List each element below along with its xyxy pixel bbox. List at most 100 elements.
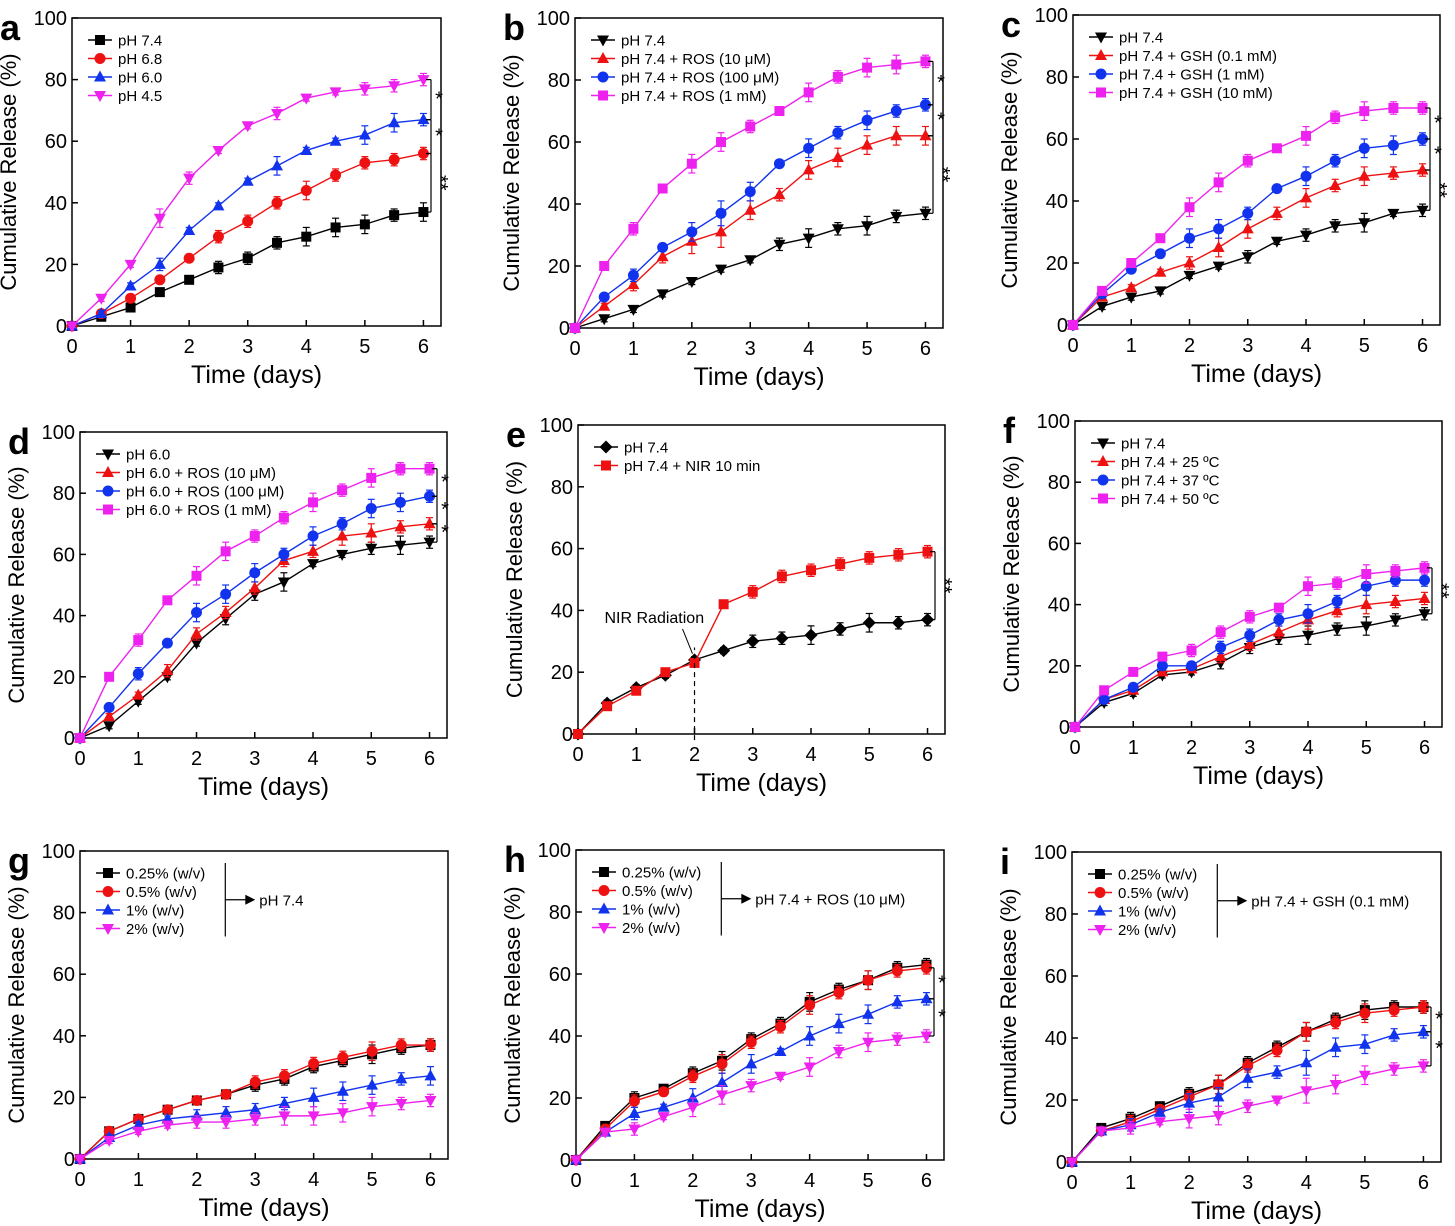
data-point: [124, 259, 137, 271]
data-point: [686, 1091, 699, 1103]
y-tick-label: 80: [1048, 472, 1070, 494]
data-point: [686, 226, 698, 238]
data-point: [1418, 609, 1431, 621]
x-tick-label: 2: [191, 748, 202, 770]
significance-bracket: **: [1425, 169, 1450, 211]
legend-marker: [598, 923, 610, 934]
legend-marker: [598, 902, 610, 914]
data-point: [862, 62, 873, 73]
data-point: [1241, 252, 1254, 264]
data-point: [1183, 270, 1196, 282]
data-point: [417, 148, 429, 160]
legend-marker: [95, 35, 105, 45]
legend-marker: [597, 52, 609, 63]
panel-letter: d: [8, 421, 30, 462]
data-point: [388, 154, 400, 166]
y-tick-label: 80: [549, 902, 571, 924]
series-3: [74, 1093, 437, 1166]
data-point: [213, 262, 224, 273]
data-point: [890, 129, 903, 141]
legend-marker: [94, 53, 106, 64]
data-point: [307, 530, 319, 542]
data-point: [103, 1136, 116, 1148]
data-point: [570, 323, 580, 333]
legend-label: 1% (w/v): [622, 902, 680, 919]
legend-marker: [1097, 474, 1109, 486]
data-point: [920, 1031, 933, 1043]
legend-group-label: pH 7.4: [259, 892, 303, 909]
data-point: [1184, 232, 1196, 244]
legend-marker: [1095, 68, 1107, 80]
significance-label: *: [435, 89, 443, 111]
data-point: [803, 142, 815, 154]
significance-bracket: *: [432, 522, 449, 544]
x-tick-label: 4: [1302, 737, 1313, 759]
data-point: [300, 184, 312, 196]
data-point: [831, 151, 844, 162]
data-point: [1302, 608, 1314, 620]
data-point: [744, 255, 757, 267]
significance-bracket: *: [1426, 1006, 1443, 1033]
data-point: [803, 87, 814, 98]
data-point: [271, 159, 283, 171]
y-tick-label: 0: [559, 318, 570, 340]
data-point: [1156, 660, 1168, 672]
data-point: [1417, 103, 1428, 113]
data-point: [1332, 578, 1343, 589]
legend-label: pH 7.4 + GSH (0.1 mM): [1119, 48, 1277, 65]
data-point: [1331, 604, 1344, 616]
legend-marker: [1094, 904, 1106, 916]
data-point: [329, 87, 342, 99]
y-tick-label: 100: [1037, 411, 1070, 433]
data-point: [1241, 222, 1254, 234]
data-point: [1183, 1114, 1196, 1126]
y-tick-label: 60: [549, 964, 571, 986]
x-tick-label: 4: [803, 338, 814, 360]
data-point: [687, 1070, 699, 1082]
plot-frame: [1071, 851, 1442, 1163]
data-point: [95, 307, 108, 319]
y-tick-label: 100: [537, 8, 570, 30]
data-point: [1271, 1065, 1283, 1077]
panel-letter: a: [0, 7, 21, 48]
data-point: [716, 137, 727, 147]
data-point: [1416, 163, 1429, 175]
data-point: [1417, 1061, 1430, 1073]
data-point: [1244, 629, 1256, 641]
legend: pH 6.0pH 6.0 + ROS (10 μM) pH 6.0 + ROS (…: [96, 447, 284, 519]
data-point: [862, 974, 874, 986]
nir-annotation: NIR Radiation: [605, 610, 704, 741]
legend-label: 0.25% (w/v): [1118, 867, 1197, 884]
data-point: [832, 71, 843, 82]
data-point: [835, 559, 846, 570]
data-point: [190, 627, 203, 639]
series-1: [1067, 163, 1429, 330]
data-point: [394, 520, 407, 532]
x-tick-label: 5: [864, 744, 875, 766]
data-point: [922, 546, 933, 557]
group-arrowhead: [1237, 895, 1248, 906]
data-point: [1099, 685, 1110, 696]
legend-label: pH 7.4: [624, 440, 668, 457]
y-tick-label: 40: [45, 193, 67, 215]
data-point: [716, 1090, 729, 1102]
data-point: [716, 1076, 729, 1087]
data-point: [423, 537, 436, 549]
data-point: [278, 548, 290, 560]
x-tick-label: 0: [74, 748, 85, 770]
data-point: [774, 1071, 787, 1083]
data-point: [831, 224, 844, 236]
x-tick-label: 0: [569, 338, 580, 360]
significance-label: **: [931, 167, 953, 183]
series-1: [573, 544, 933, 739]
data-point: [1243, 637, 1256, 649]
x-tick-label: 5: [367, 1169, 378, 1191]
data-point: [1127, 681, 1139, 693]
legend-marker: [597, 71, 609, 83]
data-point: [161, 637, 173, 649]
series-1: [74, 517, 436, 743]
data-point: [103, 710, 116, 722]
data-point: [336, 518, 348, 530]
